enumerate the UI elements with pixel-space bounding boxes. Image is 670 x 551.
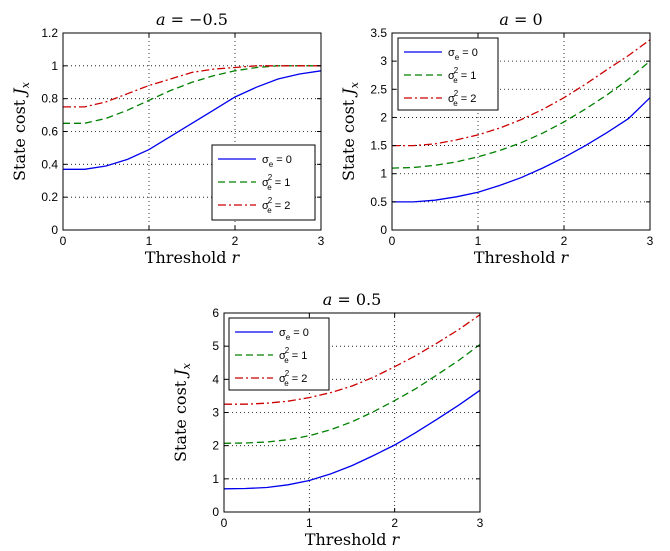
- x-tick-label: 0: [389, 234, 396, 248]
- legend-label-0: σe = 0: [262, 154, 292, 169]
- y-tick-label: 1.2: [41, 26, 58, 40]
- x-axis-label: Threshold r: [145, 248, 241, 267]
- x-tick-label: 3: [318, 234, 325, 248]
- series-line-0: [223, 389, 481, 490]
- legend-label-1: σ2 e = 1: [448, 66, 476, 85]
- y-tick-label: 0.2: [41, 190, 58, 204]
- x-tick-label: 3: [477, 516, 484, 530]
- chart-title: a = 0.5: [323, 290, 382, 309]
- y-tick-label: 3: [380, 54, 387, 68]
- x-tick-label: 3: [647, 234, 654, 248]
- y-tick-label: 1.5: [370, 139, 387, 153]
- y-tick-label: 0: [212, 505, 219, 519]
- y-tick-label: 2: [380, 110, 387, 124]
- y-tick-label: 0.4: [41, 157, 58, 171]
- legend-label-2: σ2 e = 2: [262, 196, 290, 215]
- y-tick-label: 3: [212, 406, 219, 420]
- legend-box: [397, 37, 499, 111]
- y-tick-label: 2: [212, 439, 219, 453]
- series-line-0: [392, 97, 651, 203]
- panel-a-0-5: 0 1 2 3 0 1 2 3 4 5 6 a = 0.5 Threshold r State cost …: [171, 290, 484, 549]
- x-axis-label: Threshold r: [305, 530, 401, 549]
- legend-label-0: σe = 0: [279, 327, 309, 342]
- y-tick-label: 4: [212, 372, 219, 386]
- series-line-2: [392, 39, 651, 147]
- x-axis-label: Threshold r: [474, 248, 570, 267]
- x-tick-label: 2: [391, 516, 398, 530]
- y-tick-label: 6: [212, 306, 219, 320]
- legend-label-1: σ2 e = 1: [262, 173, 290, 192]
- panel-a-neg-0-5: 0 1 2 3 0 0.2 0.4 0.6 0.8 1 1.2 a = −0.5 Threshold r…: [10, 10, 325, 267]
- series-line-0: [63, 70, 322, 170]
- y-tick-label: 1: [380, 167, 387, 181]
- y-axis-label: State cost Jx: [339, 81, 361, 181]
- legend-box: [228, 317, 330, 391]
- x-tick-label: 1: [306, 516, 313, 530]
- chart-title: a = −0.5: [156, 10, 228, 29]
- axes-frame: [391, 32, 651, 231]
- y-tick-label: 0.5: [370, 195, 387, 209]
- legend-label-2: σ2 e = 2: [448, 89, 476, 108]
- y-tick-label: 3.5: [370, 26, 387, 40]
- y-tick-label: 1: [212, 472, 219, 486]
- x-tick-label: 1: [146, 234, 153, 248]
- y-tick-label: 0: [380, 223, 387, 237]
- panel-a-0: 0 1 2 3 0 0.5 1 1.5 2 2.5 3 3.5 a = 0 Threshold r Stat…: [339, 10, 654, 267]
- x-tick-label: 0: [221, 516, 228, 530]
- series-line-1: [391, 60, 651, 169]
- y-axis-label: State cost Jx: [171, 362, 193, 462]
- legend-label-0: σe = 0: [448, 47, 478, 62]
- y-tick-label: 1: [51, 59, 58, 73]
- legend-label-2: σ2 e = 2: [279, 369, 307, 388]
- series-line-2: [63, 65, 321, 108]
- x-tick-label: 2: [232, 234, 239, 248]
- x-tick-label: 2: [561, 234, 568, 248]
- x-tick-label: 1: [475, 234, 482, 248]
- chart-title: a = 0: [499, 10, 542, 29]
- y-tick-label: 2.5: [370, 82, 387, 96]
- y-tick-label: 0.6: [41, 125, 58, 139]
- y-tick-label: 5: [212, 339, 219, 353]
- x-tick-label: 0: [60, 234, 67, 248]
- y-axis-label: State cost Jx: [10, 81, 32, 181]
- y-tick-label: 0.8: [41, 92, 58, 106]
- series-line-2: [224, 314, 481, 405]
- y-tick-label: 0: [51, 223, 58, 237]
- legend-label-1: σ2 e = 1: [279, 346, 307, 365]
